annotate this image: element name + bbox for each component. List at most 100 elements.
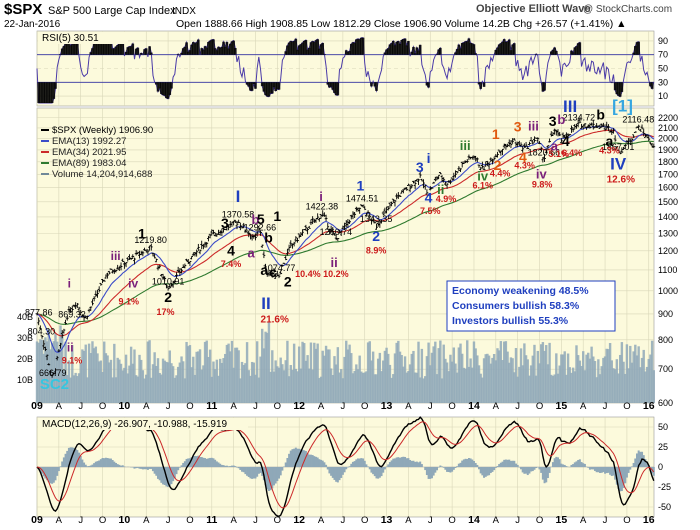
price-label: 2116.48 bbox=[622, 114, 654, 124]
macd-label: MACD(12,26,9) -26.907, -10.988, -15.919 bbox=[42, 419, 228, 430]
macd-histogram-bar bbox=[375, 467, 378, 479]
volume-bar bbox=[576, 355, 580, 403]
volume-bar bbox=[368, 341, 371, 403]
macd-histogram-bar bbox=[235, 467, 238, 468]
macd-histogram-bar bbox=[461, 460, 464, 467]
rsi-overbought-fill bbox=[410, 51, 414, 55]
rsi-overbought-fill bbox=[311, 41, 314, 55]
volume-bar bbox=[207, 356, 210, 403]
rsi-overbought-fill bbox=[116, 44, 119, 55]
wave-label: III bbox=[563, 97, 577, 116]
macd-histogram-bar bbox=[99, 459, 102, 467]
macd-histogram-bar bbox=[318, 459, 321, 467]
macd-histogram-bar bbox=[210, 457, 213, 467]
volume-bar bbox=[593, 361, 597, 403]
volume-bar bbox=[240, 361, 244, 403]
volume-bar bbox=[459, 343, 462, 403]
macd-histogram-bar bbox=[182, 462, 185, 467]
wave-label: b bbox=[596, 106, 605, 122]
macd-histogram-bar bbox=[412, 460, 415, 467]
rsi-oversold-fill bbox=[267, 82, 271, 97]
macd-histogram-bar bbox=[146, 467, 149, 470]
volume-bar bbox=[413, 372, 417, 403]
macd-histogram-bar bbox=[185, 458, 188, 467]
macd-histogram-bar bbox=[69, 447, 72, 467]
macd-histogram-bar bbox=[309, 454, 312, 467]
volume-bar bbox=[650, 340, 654, 403]
volume-bar bbox=[445, 362, 449, 403]
volume-bar bbox=[126, 373, 129, 403]
volume-bar bbox=[269, 371, 272, 403]
rsi-oversold-fill bbox=[264, 82, 267, 96]
x-tick-label: 15 bbox=[556, 400, 568, 412]
rsi-oversold-fill bbox=[427, 82, 430, 88]
macd-histogram-bar bbox=[419, 461, 422, 467]
macd-histogram-bar bbox=[570, 464, 573, 467]
macd-histogram-bar bbox=[345, 467, 348, 470]
macd-histogram-bar bbox=[261, 467, 264, 476]
volume-bar bbox=[289, 365, 292, 403]
macd-histogram-bar bbox=[212, 458, 215, 467]
rsi-overbought-fill bbox=[292, 41, 296, 55]
rsi-oversold-fill bbox=[269, 82, 272, 94]
price-label: 2134.72 bbox=[563, 112, 596, 122]
volume-bar bbox=[513, 372, 516, 403]
macd-histogram-bar bbox=[383, 467, 386, 470]
rsi-overbought-fill bbox=[76, 41, 79, 55]
macd-histogram-bar bbox=[98, 460, 101, 467]
macd-histogram-bar bbox=[281, 467, 284, 471]
macd-histogram-bar bbox=[548, 467, 551, 473]
volume-bar bbox=[328, 349, 331, 403]
rsi-overbought-fill bbox=[202, 49, 205, 55]
rsi-overbought-fill bbox=[109, 36, 113, 55]
wave-label: 3 bbox=[221, 215, 229, 231]
macd-histogram-bar bbox=[629, 467, 632, 470]
macd-histogram-bar bbox=[197, 455, 200, 467]
volume-bar bbox=[329, 368, 333, 403]
x-tick-label: O bbox=[536, 401, 543, 412]
x-tick-label: O bbox=[274, 515, 281, 526]
macd-histogram-bar bbox=[296, 448, 299, 467]
macd-histogram-bar bbox=[338, 467, 341, 481]
macd-histogram-bar bbox=[143, 467, 146, 470]
rsi-label: RSI(5) 30.51 bbox=[42, 33, 99, 44]
volume-bar bbox=[449, 354, 452, 403]
macd-histogram-bar bbox=[52, 467, 55, 483]
macd-histogram-bar bbox=[410, 460, 413, 467]
x-tick-label: A bbox=[318, 515, 325, 526]
volume-bar bbox=[296, 371, 299, 403]
rsi-overbought-fill bbox=[386, 48, 390, 55]
macd-histogram-bar bbox=[425, 467, 428, 476]
rsi-overbought-fill bbox=[102, 40, 106, 55]
macd-histogram-bar bbox=[395, 457, 398, 467]
volume-bar bbox=[618, 354, 622, 403]
volume-bar bbox=[472, 341, 476, 403]
macd-histogram-bar bbox=[607, 467, 610, 473]
wave-label: i bbox=[427, 150, 431, 166]
rsi-oversold-fill bbox=[247, 82, 251, 87]
volume-bar bbox=[215, 359, 219, 403]
rsi-oversold-fill bbox=[265, 82, 269, 97]
macd-histogram-bar bbox=[222, 465, 225, 467]
rsi-oversold-fill bbox=[336, 82, 340, 96]
volume-bar bbox=[501, 360, 504, 403]
volume-bar bbox=[617, 373, 620, 403]
macd-histogram-bar bbox=[516, 464, 519, 467]
rsi-oversold-fill bbox=[479, 82, 482, 89]
rsi-overbought-fill bbox=[228, 43, 232, 55]
volume-bar bbox=[415, 372, 419, 403]
wave-label: 3 bbox=[514, 119, 522, 135]
volume-bar bbox=[84, 344, 87, 403]
grid-layer bbox=[36, 31, 654, 517]
rsi-overbought-fill bbox=[148, 46, 151, 55]
rsi-tick-label: 30 bbox=[658, 77, 668, 87]
macd-histogram-bar bbox=[580, 462, 583, 467]
volume-bar bbox=[40, 339, 44, 403]
volume-bar bbox=[481, 377, 484, 403]
volume-bar bbox=[637, 346, 640, 403]
volume-bar bbox=[334, 364, 338, 403]
macd-histogram-bar bbox=[336, 467, 339, 483]
macd-histogram-bar bbox=[220, 464, 223, 467]
volume-bar bbox=[571, 367, 575, 403]
macd-histogram-bar bbox=[64, 453, 67, 467]
